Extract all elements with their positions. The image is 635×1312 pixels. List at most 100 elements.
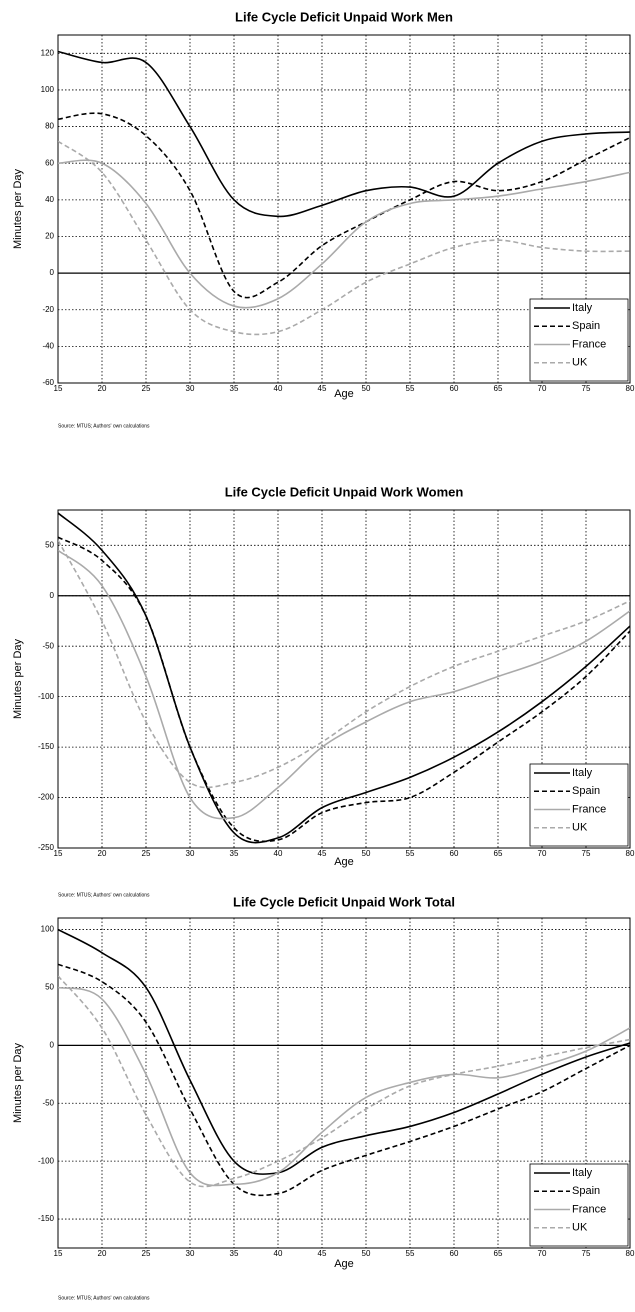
x-tick-label: 45 [318,849,327,858]
y-tick-label: 0 [50,1040,55,1049]
legend-label: France [572,803,606,815]
series-line [58,549,630,820]
legend-label: UK [572,1222,588,1234]
y-tick-label: -150 [38,742,55,751]
y-tick-label: 80 [45,122,54,131]
legend-label: Italy [572,302,593,314]
y-tick-label: 0 [50,268,55,277]
x-tick-label: 15 [54,384,63,393]
chart-title: Life Cycle Deficit Unpaid Work Men [235,9,453,24]
series-line [58,986,630,1187]
x-tick-label: 25 [142,384,151,393]
x-axis-label: Age [334,388,354,400]
y-tick-label: 50 [45,983,54,992]
series-line [58,928,630,1175]
x-tick-label: 75 [582,849,591,858]
source-note: Source: MTUS; Authors' own calculations [58,892,150,898]
x-tick-label: 40 [274,849,283,858]
plot-frame [57,509,631,849]
x-tick-label: 35 [230,1249,239,1258]
x-tick-label: 55 [406,849,415,858]
legend-box [529,298,629,382]
series-line [58,539,630,789]
legend-label: Spain [572,785,600,797]
x-tick-label: 60 [450,384,459,393]
x-tick-label: 75 [582,384,591,393]
x-tick-label: 30 [186,1249,195,1258]
y-tick-label: 60 [45,158,54,167]
y-tick-label: 100 [41,925,55,934]
y-tick-label: 20 [45,232,54,241]
x-tick-label: 25 [142,1249,151,1258]
series-line [58,536,630,843]
x-tick-label: 30 [186,849,195,858]
x-tick-label: 50 [362,384,371,393]
x-tick-label: 70 [538,849,547,858]
x-tick-label: 50 [362,1249,371,1258]
plot-frame [57,917,631,1249]
y-tick-label: -20 [42,305,54,314]
legend-label: France [572,338,606,350]
y-axis-label: Minutes per Day [12,1042,24,1123]
x-tick-label: 45 [318,384,327,393]
x-tick-label: 25 [142,849,151,858]
legend-label: UK [572,822,588,834]
y-tick-label: 50 [45,540,54,549]
series-line [58,975,630,1188]
y-tick-label: 40 [45,195,54,204]
x-axis-label: Age [334,856,354,868]
legend-box [529,1163,629,1247]
y-tick-label: -250 [38,843,55,852]
x-tick-label: 65 [494,849,503,858]
x-tick-label: 35 [230,849,239,858]
x-tick-label: 70 [538,1249,547,1258]
x-tick-label: 20 [98,384,107,393]
y-tick-label: 120 [41,48,55,57]
y-tick-label: -200 [38,793,55,802]
x-tick-label: 55 [406,384,415,393]
series-line [58,159,630,309]
series-line [58,50,630,218]
chart-title: Life Cycle Deficit Unpaid Work Total [233,894,455,909]
x-tick-label: 35 [230,384,239,393]
y-tick-label: -100 [38,1156,55,1165]
x-tick-label: 65 [494,384,503,393]
y-tick-label: -50 [42,641,54,650]
x-tick-label: 40 [274,1249,283,1258]
x-tick-label: 70 [538,384,547,393]
x-tick-label: 15 [54,849,63,858]
y-tick-label: -50 [42,1098,54,1107]
legend-label: France [572,1203,606,1215]
y-axis-label: Minutes per Day [12,638,24,719]
chart-title: Life Cycle Deficit Unpaid Work Women [225,484,464,499]
x-tick-label: 20 [98,1249,107,1258]
legend-label: Spain [572,1185,600,1197]
x-tick-label: 45 [318,1249,327,1258]
x-tick-label: 15 [54,1249,63,1258]
y-tick-label: 0 [50,591,55,600]
source-note: Source: MTUS; Authors' own calculations [58,423,150,429]
legend-label: Spain [572,320,600,332]
x-tick-label: 60 [450,849,459,858]
x-tick-label: 55 [406,1249,415,1258]
plot-frame [57,34,631,384]
x-tick-label: 80 [626,384,635,393]
x-tick-label: 80 [626,1249,635,1258]
legend-box [529,763,629,847]
legend-label: Italy [572,1167,593,1179]
y-tick-label: -100 [38,692,55,701]
source-note: Source: MTUS; Authors' own calculations [58,1295,150,1301]
x-tick-label: 20 [98,849,107,858]
legend-label: Italy [572,767,593,779]
series-line [58,112,630,299]
x-tick-label: 65 [494,1249,503,1258]
series-line [58,963,630,1197]
y-tick-label: -60 [42,378,54,387]
x-tick-label: 40 [274,384,283,393]
x-tick-label: 50 [362,849,371,858]
y-tick-label: -40 [42,341,54,350]
x-axis-label: Age [334,1258,354,1270]
x-tick-label: 80 [626,849,635,858]
y-tick-label: 100 [41,85,55,94]
